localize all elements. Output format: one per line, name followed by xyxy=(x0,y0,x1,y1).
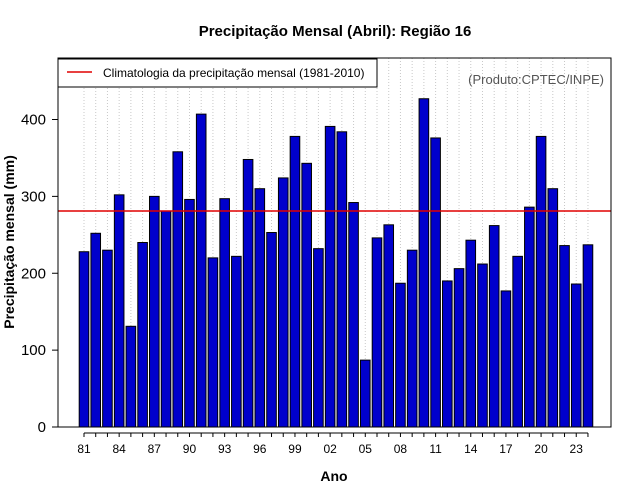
x-tick-label: 11 xyxy=(429,442,442,456)
y-tick-label: 400 xyxy=(21,112,46,129)
bar-1992 xyxy=(207,257,219,428)
x-tick-label: 20 xyxy=(534,442,548,456)
bar-2010 xyxy=(418,98,430,428)
bar-2005 xyxy=(359,359,371,428)
bar-2018 xyxy=(512,255,523,428)
x-tick-label: 90 xyxy=(183,442,197,456)
x-tick-label: 08 xyxy=(394,442,408,456)
chart-title: Precipitação Mensal (Abril): Região 16 xyxy=(199,23,472,40)
bar-2014 xyxy=(465,239,477,428)
bar-1989 xyxy=(172,151,184,428)
bar-2023 xyxy=(570,283,582,428)
y-tick-label: 100 xyxy=(21,342,46,359)
bar-1990 xyxy=(184,198,195,428)
bar-2004 xyxy=(348,202,359,428)
bar-2003 xyxy=(336,131,348,428)
x-tick-label: 81 xyxy=(77,442,91,456)
legend-box xyxy=(57,58,378,88)
x-tick-label: 17 xyxy=(499,442,513,456)
plot-frame xyxy=(57,57,612,428)
bar-2021 xyxy=(547,188,559,428)
bar-1993 xyxy=(219,198,230,428)
y-tick-label: 0 xyxy=(38,419,46,436)
bar-1988 xyxy=(160,210,172,428)
bar-2009 xyxy=(406,249,418,428)
bar-2007 xyxy=(383,224,395,428)
y-axis-label: Precipitação mensal (mm) xyxy=(1,155,17,329)
bar-1991 xyxy=(195,113,207,428)
x-axis-label: Ano xyxy=(320,468,347,484)
bar-2013 xyxy=(453,268,465,428)
bar-1994 xyxy=(231,255,242,428)
x-tick-label: 84 xyxy=(112,442,126,456)
x-axis: 81 84 87 90 93 96 99 02 05 08 11 14 17 20 23 xyxy=(77,432,589,456)
bar-2002 xyxy=(324,125,336,428)
bar-1985 xyxy=(125,325,137,428)
bar-2022 xyxy=(559,245,570,428)
bar-2011 xyxy=(430,137,441,428)
bar-1984 xyxy=(113,194,125,428)
bar-2016 xyxy=(488,225,500,428)
bar-2017 xyxy=(500,290,512,428)
bar-1986 xyxy=(137,242,148,428)
x-tick-label: 87 xyxy=(148,442,162,456)
x-tick-label: 23 xyxy=(570,442,584,456)
x-tick-label: 96 xyxy=(253,442,267,456)
bar-2024 xyxy=(582,244,594,428)
bar-1983 xyxy=(102,249,113,428)
bar-2020 xyxy=(535,135,547,428)
x-tick-label: 93 xyxy=(218,442,232,456)
legend: Climatologia da precipitação mensal (198… xyxy=(57,58,378,88)
x-tick-label: 02 xyxy=(323,442,337,456)
source-note: (Produto:CPTEC/INPE) xyxy=(468,72,604,87)
bar-2012 xyxy=(442,280,453,428)
bar-2015 xyxy=(477,263,488,428)
bar-2008 xyxy=(395,282,406,428)
y-tick-label: 300 xyxy=(21,188,46,205)
x-tick-label: 05 xyxy=(359,442,373,456)
bar-1998 xyxy=(277,177,289,428)
bar-1987 xyxy=(149,195,160,428)
bar-2001 xyxy=(313,248,324,428)
bar-1997 xyxy=(266,232,277,428)
bar-1999 xyxy=(289,135,301,428)
bar-1996 xyxy=(254,188,266,428)
bar-1995 xyxy=(242,158,254,428)
y-axis: 0 100 200 300 400 xyxy=(21,112,58,436)
x-tick-label: 99 xyxy=(288,442,302,456)
legend-label: Climatologia da precipitação mensal (198… xyxy=(103,66,364,80)
bar-1982 xyxy=(90,232,102,428)
bar-2006 xyxy=(371,237,383,428)
bar-1981 xyxy=(78,251,90,428)
x-tick-label: 14 xyxy=(464,442,478,456)
bars-group xyxy=(78,98,594,428)
bar-2000 xyxy=(301,162,312,428)
y-tick-label: 200 xyxy=(21,265,46,282)
bar-2019 xyxy=(524,206,535,428)
